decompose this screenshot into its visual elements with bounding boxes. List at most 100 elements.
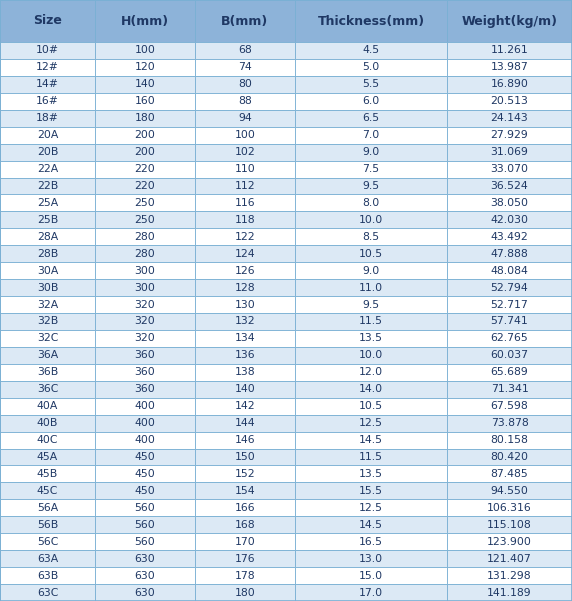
Bar — [95, 466, 195, 483]
Bar — [295, 466, 447, 483]
Bar — [295, 110, 447, 127]
Bar — [195, 516, 295, 533]
Text: 146: 146 — [235, 435, 255, 445]
Bar — [0, 76, 95, 93]
Text: 43.492: 43.492 — [491, 232, 529, 242]
Text: 42.030: 42.030 — [491, 215, 529, 225]
Text: Thickness(mm): Thickness(mm) — [317, 14, 424, 28]
Text: 360: 360 — [134, 350, 156, 361]
Text: 142: 142 — [235, 401, 255, 411]
Text: 11.5: 11.5 — [359, 452, 383, 462]
Bar — [195, 567, 295, 584]
Bar — [0, 483, 95, 499]
Text: 400: 400 — [134, 401, 156, 411]
Text: 180: 180 — [235, 588, 255, 597]
Text: 560: 560 — [134, 537, 156, 547]
Text: 80.420: 80.420 — [491, 452, 529, 462]
Text: 73.878: 73.878 — [491, 418, 529, 428]
Text: 16#: 16# — [36, 96, 59, 106]
Text: 131.298: 131.298 — [487, 570, 532, 581]
Bar — [195, 347, 295, 364]
Text: 400: 400 — [134, 418, 156, 428]
Text: 6.5: 6.5 — [363, 113, 380, 123]
Text: 12.0: 12.0 — [359, 367, 383, 377]
Bar — [295, 160, 447, 177]
Text: 7.0: 7.0 — [363, 130, 380, 140]
Bar — [0, 448, 95, 466]
Text: 100: 100 — [235, 130, 256, 140]
Text: 25B: 25B — [37, 215, 58, 225]
Bar — [195, 466, 295, 483]
Bar — [0, 144, 95, 160]
Text: 87.485: 87.485 — [491, 469, 529, 479]
Bar — [195, 262, 295, 279]
Text: 300: 300 — [134, 282, 156, 293]
Text: 560: 560 — [134, 503, 156, 513]
Bar — [95, 59, 195, 76]
Bar — [195, 93, 295, 110]
Text: 134: 134 — [235, 334, 255, 343]
Bar — [447, 313, 572, 330]
Text: 57.741: 57.741 — [491, 317, 529, 326]
Bar — [0, 584, 95, 601]
Bar — [95, 195, 195, 212]
Bar — [447, 0, 572, 42]
Text: 56A: 56A — [37, 503, 58, 513]
Text: 320: 320 — [134, 317, 156, 326]
Bar — [0, 279, 95, 296]
Bar — [0, 195, 95, 212]
Bar — [0, 550, 95, 567]
Text: 9.0: 9.0 — [363, 266, 380, 276]
Text: 94.550: 94.550 — [491, 486, 529, 496]
Bar — [195, 42, 295, 59]
Bar — [195, 144, 295, 160]
Bar — [0, 245, 95, 262]
Bar — [0, 364, 95, 381]
Bar — [0, 347, 95, 364]
Bar — [0, 0, 95, 42]
Text: 116: 116 — [235, 198, 255, 208]
Text: 140: 140 — [235, 384, 255, 394]
Text: 45B: 45B — [37, 469, 58, 479]
Bar — [295, 144, 447, 160]
Bar — [295, 499, 447, 516]
Bar — [295, 76, 447, 93]
Bar — [0, 212, 95, 228]
Text: 14.0: 14.0 — [359, 384, 383, 394]
Text: 22B: 22B — [37, 181, 58, 191]
Text: 10.5: 10.5 — [359, 249, 383, 259]
Bar — [295, 584, 447, 601]
Text: 40C: 40C — [37, 435, 58, 445]
Text: 24.143: 24.143 — [491, 113, 529, 123]
Bar — [447, 177, 572, 195]
Bar — [95, 330, 195, 347]
Text: H(mm): H(mm) — [121, 14, 169, 28]
Text: 16.890: 16.890 — [491, 79, 529, 90]
Bar — [295, 59, 447, 76]
Bar — [95, 212, 195, 228]
Text: 30A: 30A — [37, 266, 58, 276]
Bar — [295, 364, 447, 381]
Bar — [195, 228, 295, 245]
Text: 11.5: 11.5 — [359, 317, 383, 326]
Text: 28A: 28A — [37, 232, 58, 242]
Text: 63A: 63A — [37, 554, 58, 564]
Bar — [0, 127, 95, 144]
Bar — [0, 516, 95, 533]
Bar — [95, 245, 195, 262]
Bar — [0, 432, 95, 448]
Bar — [447, 110, 572, 127]
Bar — [195, 313, 295, 330]
Bar — [95, 177, 195, 195]
Bar — [95, 313, 195, 330]
Bar — [447, 499, 572, 516]
Bar — [0, 177, 95, 195]
Bar — [95, 160, 195, 177]
Bar — [195, 584, 295, 601]
Bar — [447, 195, 572, 212]
Bar — [447, 144, 572, 160]
Text: 300: 300 — [134, 266, 156, 276]
Text: 52.794: 52.794 — [491, 282, 529, 293]
Text: 138: 138 — [235, 367, 255, 377]
Bar — [447, 381, 572, 398]
